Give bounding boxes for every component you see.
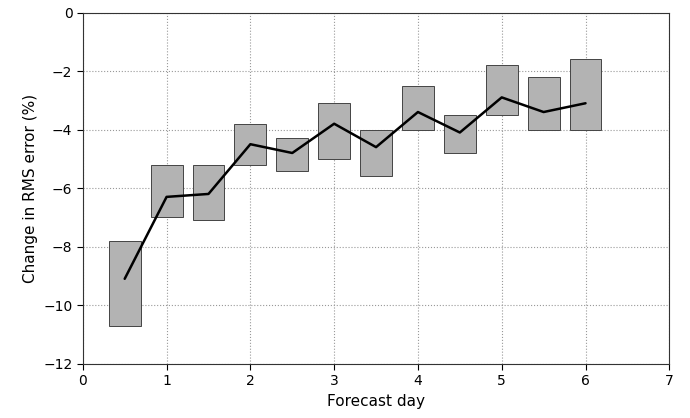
Bar <box>444 115 475 153</box>
Bar <box>318 103 350 159</box>
Bar <box>528 77 560 130</box>
X-axis label: Forecast day: Forecast day <box>327 394 425 409</box>
Bar <box>193 165 224 220</box>
Y-axis label: Change in RMS error (%): Change in RMS error (%) <box>23 94 37 283</box>
Bar <box>360 130 392 176</box>
Bar <box>569 59 602 130</box>
Bar <box>235 124 266 165</box>
Bar <box>486 65 518 115</box>
Bar <box>150 165 182 217</box>
Bar <box>402 86 434 130</box>
Bar <box>109 241 141 326</box>
Bar <box>276 138 308 171</box>
